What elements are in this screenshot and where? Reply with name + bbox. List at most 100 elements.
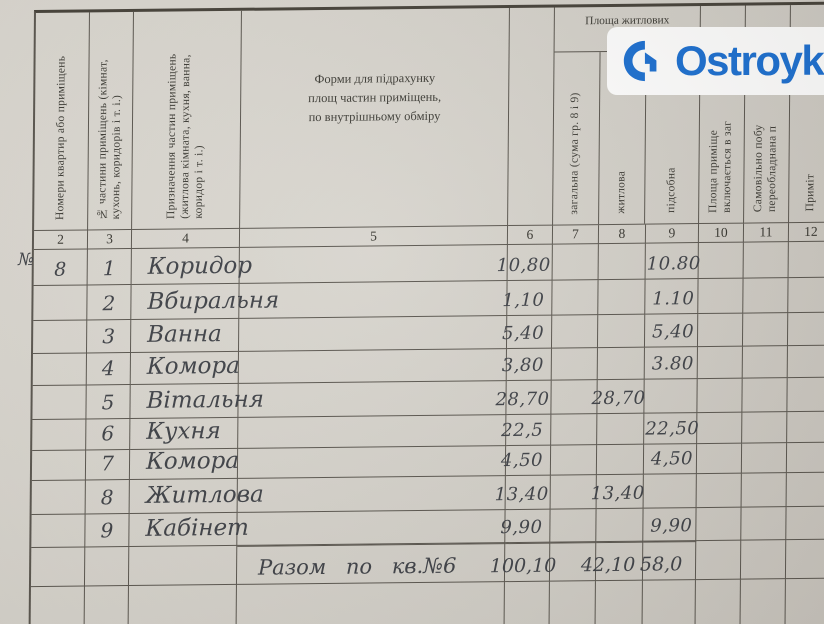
blank-cell (696, 473, 742, 509)
blank-cell (84, 547, 130, 587)
header-calculation-forms: Форми для підрахунку площ частин приміще… (240, 8, 510, 229)
living-area-cell: 28,70 (591, 379, 646, 415)
room-name-cell: Ванна (130, 318, 240, 354)
formula-cell (237, 510, 506, 546)
total-area-cell: 5,40 (502, 315, 553, 350)
apartment-number-cell (31, 480, 86, 516)
blank-cell (698, 242, 744, 280)
living-area-cell (598, 243, 646, 281)
totals-total-area-cell: 100,10 (490, 542, 556, 583)
formula-cell (238, 316, 508, 352)
header-blank-col6 (508, 7, 555, 227)
utility-area-cell: 10.80 (645, 243, 701, 280)
ostroyke-logo-text: Ostroyke (675, 37, 824, 84)
formula-cell (238, 349, 507, 384)
part-number-cell: 5 (86, 385, 131, 420)
room-name-cell: Комора (129, 448, 239, 481)
part-number-cell: 9 (85, 514, 130, 548)
blank-cell (696, 507, 742, 542)
blank-cell (697, 313, 744, 348)
room-name-cell: Коридор (131, 247, 252, 285)
blank-cell (740, 540, 787, 580)
room-name-cell: Вітальня (130, 383, 264, 420)
column-number: 2 (33, 230, 89, 251)
living-area-cell (596, 508, 644, 543)
total-area-cell: 13,40 (495, 475, 551, 511)
column-number: 6 (507, 225, 554, 246)
formula-cell (238, 381, 507, 418)
part-number-cell: 1 (87, 248, 132, 286)
blank-cell (787, 411, 824, 444)
column-number: 3 (87, 229, 133, 250)
utility-area-cell: 9,90 (643, 508, 697, 542)
totals-living-area-cell: 42,10 (581, 541, 644, 582)
utility-area-cell: 3.80 (644, 347, 698, 380)
living-area-cell (597, 314, 646, 349)
column-number: 11 (743, 223, 790, 243)
blank-cell (695, 579, 741, 624)
blank-cell (697, 378, 743, 414)
blank-cell (785, 539, 824, 580)
blank-cell (786, 442, 824, 474)
utility-area-cell (644, 379, 698, 414)
column-number: 8 (598, 224, 647, 245)
utility-area-cell (643, 474, 697, 509)
formula-cell (238, 415, 507, 449)
part-number-cell: 8 (85, 480, 130, 515)
column-number: 7 (552, 225, 600, 245)
ostroyke-logo-icon (623, 40, 657, 82)
blank-cell (786, 506, 824, 541)
blank-cell (642, 580, 696, 624)
room-name-cell: Комора (130, 351, 240, 386)
blank-cell (552, 244, 599, 281)
header-total-area: загальна (сума гр. 8 і 9) (553, 52, 601, 225)
blank-cell (128, 584, 237, 624)
total-area-cell: 10,80 (497, 244, 553, 282)
blank-cell (740, 579, 786, 624)
part-number-cell: 7 (85, 450, 131, 481)
part-number-cell: 4 (86, 353, 131, 386)
room-name-cell: Житлова (129, 478, 264, 515)
apartment-number-cell (32, 320, 88, 355)
blank-cell (742, 412, 788, 444)
room-name-cell: Вбиральня (131, 283, 279, 320)
blank-cell (786, 472, 824, 508)
total-area-cell: 28,70 (495, 380, 552, 416)
total-area-cell: 3,80 (502, 348, 552, 382)
blank-cell (787, 312, 824, 347)
blank-cell (550, 445, 598, 476)
utility-area-cell: 5,40 (644, 314, 699, 348)
formula-cell (239, 245, 508, 284)
utility-area-cell: 1.10 (645, 279, 699, 315)
blank-cell (742, 378, 788, 413)
room-name-cell: Кабінет (129, 512, 249, 548)
blank-cell (696, 443, 743, 475)
blank-cell (128, 545, 238, 587)
total-area-cell: 22,5 (501, 414, 552, 447)
apartment-number-cell (31, 450, 87, 482)
column-number: 9 (645, 224, 700, 244)
blank-cell (504, 581, 550, 624)
column-number: 10 (698, 223, 745, 244)
living-area-cell (596, 444, 645, 476)
header-room-purpose: Призначення частин приміщень (житлова кім… (132, 10, 242, 230)
blank-cell (742, 346, 788, 379)
header-part-numbers: № частини приміщень (кімнат, кухонь, кори… (88, 11, 134, 231)
apartment-number-cell (33, 285, 88, 322)
totals-utility-area-cell: 58,0 (640, 541, 697, 581)
formula-cell (237, 446, 507, 479)
blank-cell (551, 414, 598, 446)
blank-cell (84, 586, 129, 624)
blank-cell (787, 345, 824, 379)
blank-cell (741, 473, 787, 508)
apartment-number-cell (32, 385, 87, 421)
part-number-cell: 3 (86, 319, 132, 354)
blank-cell (698, 278, 744, 315)
apartment-number-cell (32, 353, 87, 387)
blank-cell (785, 578, 824, 624)
living-area-cell (597, 347, 645, 381)
blank-cell (30, 586, 85, 624)
totals-label-cell: Разом по кв.№6 (236, 543, 506, 585)
formula-cell (237, 476, 506, 513)
